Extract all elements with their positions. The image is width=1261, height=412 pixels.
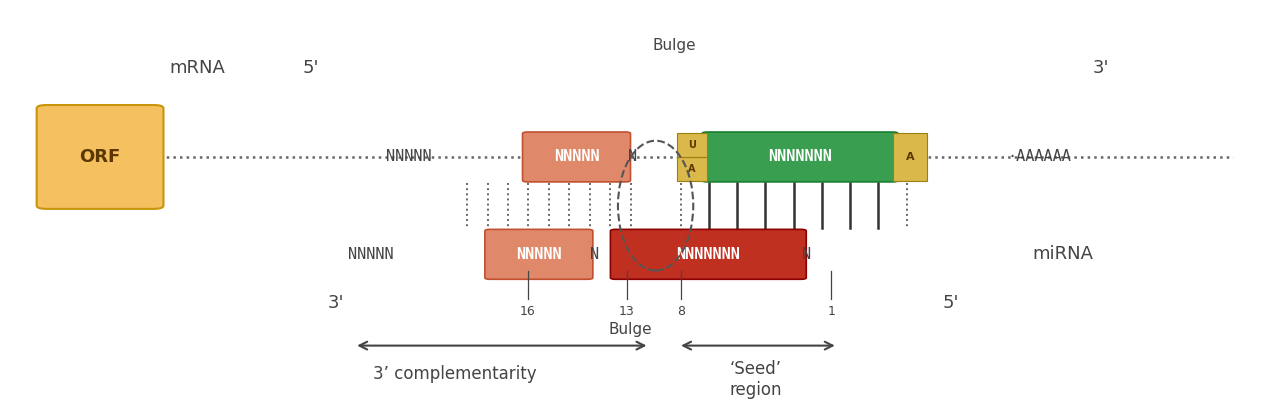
FancyBboxPatch shape	[522, 132, 630, 182]
FancyBboxPatch shape	[893, 133, 927, 181]
FancyBboxPatch shape	[485, 229, 593, 279]
Text: N: N	[590, 247, 599, 262]
Text: NNNNN: NNNNN	[348, 247, 393, 262]
Text: N: N	[628, 150, 637, 164]
Text: NNNNN: NNNNN	[516, 247, 561, 262]
Text: A: A	[689, 164, 696, 173]
Text: 3': 3'	[327, 294, 344, 312]
Text: Bulge: Bulge	[609, 322, 652, 337]
Text: N: N	[802, 247, 812, 262]
FancyBboxPatch shape	[610, 229, 806, 279]
FancyBboxPatch shape	[677, 157, 707, 181]
Text: NNNNN: NNNNN	[554, 150, 599, 164]
Text: 5': 5'	[942, 294, 958, 312]
Text: 8: 8	[677, 305, 685, 318]
Text: 3': 3'	[1093, 59, 1110, 77]
Text: NNNNNNN: NNNNNNN	[768, 150, 832, 164]
Text: Bulge: Bulge	[653, 38, 696, 53]
Text: A: A	[905, 152, 914, 162]
Text: 16: 16	[520, 305, 536, 318]
Text: 3’ complementarity: 3’ complementarity	[373, 365, 536, 383]
FancyBboxPatch shape	[37, 105, 164, 209]
FancyBboxPatch shape	[677, 133, 707, 157]
Text: NNNNN: NNNNN	[386, 150, 431, 164]
Text: ORF: ORF	[79, 148, 121, 166]
Text: miRNA: miRNA	[1033, 245, 1093, 263]
Text: 5': 5'	[303, 59, 319, 77]
Text: mRNA: mRNA	[169, 59, 226, 77]
FancyBboxPatch shape	[702, 132, 898, 182]
Text: 1: 1	[827, 305, 835, 318]
Text: U: U	[689, 140, 696, 150]
Text: ‘Seed’
region: ‘Seed’ region	[730, 360, 782, 398]
Text: ·AAAAAA: ·AAAAAA	[1008, 150, 1071, 164]
Text: NNNNNNN: NNNNNNN	[676, 247, 740, 262]
Text: 13: 13	[619, 305, 634, 318]
